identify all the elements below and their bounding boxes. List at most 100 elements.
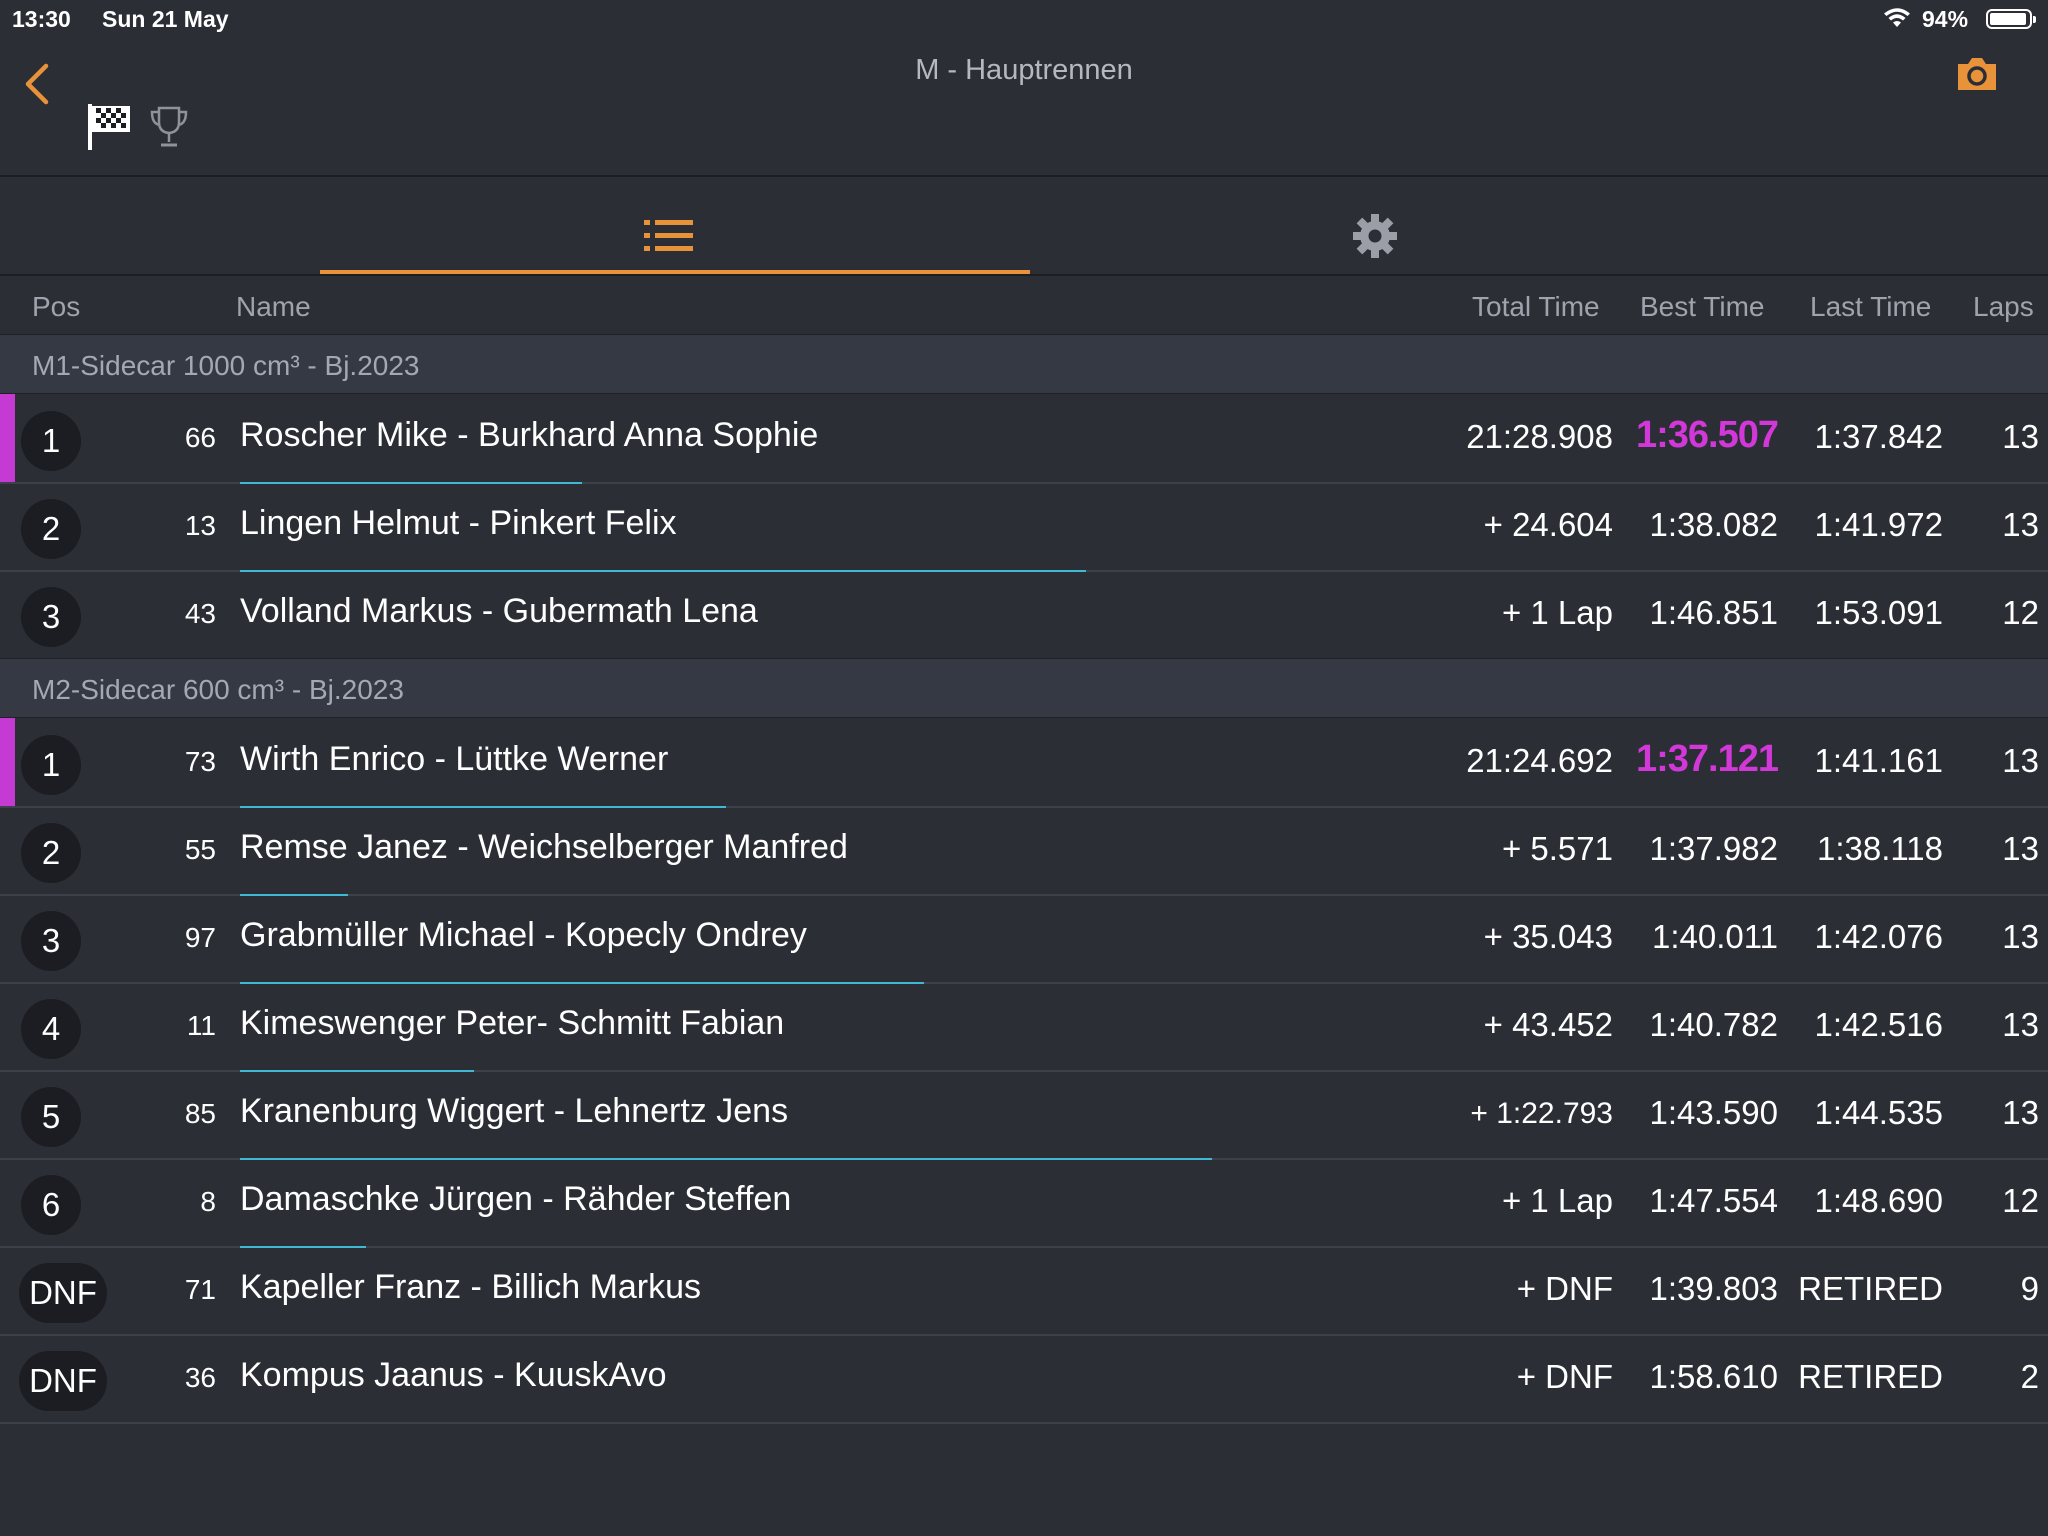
start-number: 66	[184, 422, 216, 453]
back-button[interactable]	[18, 60, 58, 108]
progress-line	[240, 482, 582, 484]
last-time: RETIRED	[1798, 1270, 1943, 1307]
battery-fill	[1990, 13, 2026, 25]
driver-name: Kranenburg Wiggert - Lehnertz Jens	[240, 1092, 789, 1130]
laps-count: 13	[2002, 742, 2039, 779]
best-time: 1:43.590	[1649, 1094, 1778, 1131]
battery-icon	[1986, 9, 2036, 29]
result-row[interactable]: 3 43 Volland Markus - Gubermath Lena + 1 La…	[0, 570, 2048, 660]
position-badge: 5	[21, 1087, 81, 1147]
driver-name: Grabmüller Michael - Kopecly Ondrey	[240, 916, 807, 954]
leader-indicator	[0, 718, 15, 806]
best-time: 1:36.507	[1635, 414, 1779, 456]
laps-count: 12	[2002, 1182, 2039, 1219]
position-badge: 2	[21, 499, 81, 559]
position-badge: 3	[21, 587, 81, 647]
position-badge: 6	[21, 1175, 81, 1235]
position-badge: DNF	[19, 1263, 107, 1323]
result-row[interactable]: DNF 36 Kompus Jaanus - KuuskAvo + DNF 1:58.6…	[0, 1334, 2048, 1424]
total-time: + DNF	[1516, 1358, 1613, 1395]
result-row[interactable]: 4 11 Kimeswenger Peter- Schmitt Fabian + 43…	[0, 982, 2048, 1072]
result-row[interactable]: 2 13 Lingen Helmut - Pinkert Felix + 24.604…	[0, 482, 2048, 572]
total-time: + DNF	[1516, 1270, 1613, 1307]
last-time: 1:41.161	[1814, 742, 1943, 779]
result-row[interactable]: 3 97 Grabmüller Michael - Kopecly Ondrey + …	[0, 894, 2048, 984]
laps-count: 13	[2002, 418, 2039, 455]
wifi-icon	[1882, 6, 1912, 36]
section-title: M2-Sidecar 600 cm³ - Bj.2023	[32, 674, 404, 705]
battery-cap	[2033, 16, 2036, 23]
gear-icon	[1353, 214, 1397, 258]
column-header: Pos Name Total Time Best Time Last Time …	[0, 276, 2048, 334]
result-row[interactable]: 1 73 Wirth Enrico - Lüttke Werner 21:24.692…	[0, 718, 2048, 808]
col-laps: Laps	[1973, 291, 2034, 322]
battery-percent: 94%	[1922, 6, 1969, 32]
total-time: + 24.604	[1483, 506, 1613, 543]
total-time: + 43.452	[1483, 1006, 1613, 1043]
total-time: 21:28.908	[1466, 418, 1613, 455]
status-time: 13:30	[12, 6, 71, 32]
best-time: 1:46.851	[1649, 594, 1778, 631]
position-badge: 3	[21, 911, 81, 971]
last-time: 1:48.690	[1814, 1182, 1943, 1219]
best-time: 1:58.610	[1649, 1358, 1778, 1395]
list-icon	[644, 220, 693, 251]
camera-icon	[1958, 58, 1996, 90]
last-time: 1:37.842	[1814, 418, 1943, 455]
total-time: + 1 Lap	[1501, 1182, 1613, 1219]
last-time: 1:44.535	[1814, 1094, 1943, 1131]
start-number: 8	[200, 1186, 216, 1217]
section-title: M1-Sidecar 1000 cm³ - Bj.2023	[32, 350, 420, 381]
nav-header: M - Hauptrennen	[0, 38, 2048, 177]
result-row[interactable]: 6 8 Damaschke Jürgen - Rähder Steffen + 1 L…	[0, 1158, 2048, 1248]
last-time: RETIRED	[1798, 1358, 1943, 1395]
progress-line	[240, 1158, 1212, 1160]
best-time: 1:37.121	[1635, 738, 1779, 780]
driver-name: Remse Janez - Weichselberger Manfred	[240, 828, 848, 866]
laps-count: 2	[2020, 1358, 2039, 1395]
total-time: + 1:22.793	[1470, 1097, 1613, 1130]
total-time: + 5.571	[1501, 830, 1613, 867]
laps-count: 13	[2002, 1006, 2039, 1043]
start-number: 36	[184, 1362, 216, 1393]
tab-settings[interactable]	[1030, 176, 1720, 274]
driver-name: Damaschke Jürgen - Rähder Steffen	[240, 1180, 792, 1218]
best-time: 1:37.982	[1649, 830, 1778, 867]
position-badge: 1	[21, 735, 81, 795]
checkered-flag-icon[interactable]	[86, 102, 132, 152]
laps-count: 13	[2002, 918, 2039, 955]
trophy-icon[interactable]	[148, 104, 190, 150]
position-badge: DNF	[19, 1351, 107, 1411]
driver-name: Roscher Mike - Burkhard Anna Sophie	[240, 416, 819, 454]
driver-name: Volland Markus - Gubermath Lena	[240, 592, 758, 630]
laps-count: 13	[2002, 830, 2039, 867]
leader-indicator	[0, 394, 15, 482]
progress-line	[240, 894, 348, 896]
position-badge: 1	[21, 411, 81, 471]
best-time: 1:38.082	[1649, 506, 1778, 543]
camera-button[interactable]	[1954, 54, 2000, 94]
position-badge: 4	[21, 999, 81, 1059]
last-time: 1:42.516	[1814, 1006, 1943, 1043]
laps-count: 9	[2020, 1270, 2039, 1307]
best-time: 1:39.803	[1649, 1270, 1778, 1307]
progress-line	[240, 806, 726, 808]
driver-name: Kompus Jaanus - KuuskAvo	[240, 1356, 667, 1394]
result-row[interactable]: 2 55 Remse Janez - Weichselberger Manfred +…	[0, 806, 2048, 896]
driver-name: Lingen Helmut - Pinkert Felix	[240, 504, 677, 542]
last-time: 1:41.972	[1814, 506, 1943, 543]
result-row[interactable]: 1 66 Roscher Mike - Burkhard Anna Sophie 21…	[0, 394, 2048, 484]
col-name: Name	[236, 291, 311, 322]
result-row[interactable]: 5 85 Kranenburg Wiggert - Lehnertz Jens + 1…	[0, 1070, 2048, 1160]
driver-name: Kapeller Franz - Billich Markus	[240, 1268, 702, 1306]
laps-count: 13	[2002, 1094, 2039, 1131]
tab-results-list[interactable]	[320, 176, 1030, 274]
col-pos: Pos	[32, 291, 81, 322]
total-time: + 35.043	[1483, 918, 1613, 955]
start-number: 11	[186, 1010, 216, 1041]
chevron-left-icon	[25, 63, 49, 105]
result-row[interactable]: DNF 71 Kapeller Franz - Billich Markus + DN…	[0, 1246, 2048, 1336]
start-number: 13	[184, 510, 216, 541]
start-number: 97	[184, 922, 216, 953]
page-title: M - Hauptrennen	[915, 54, 1133, 86]
